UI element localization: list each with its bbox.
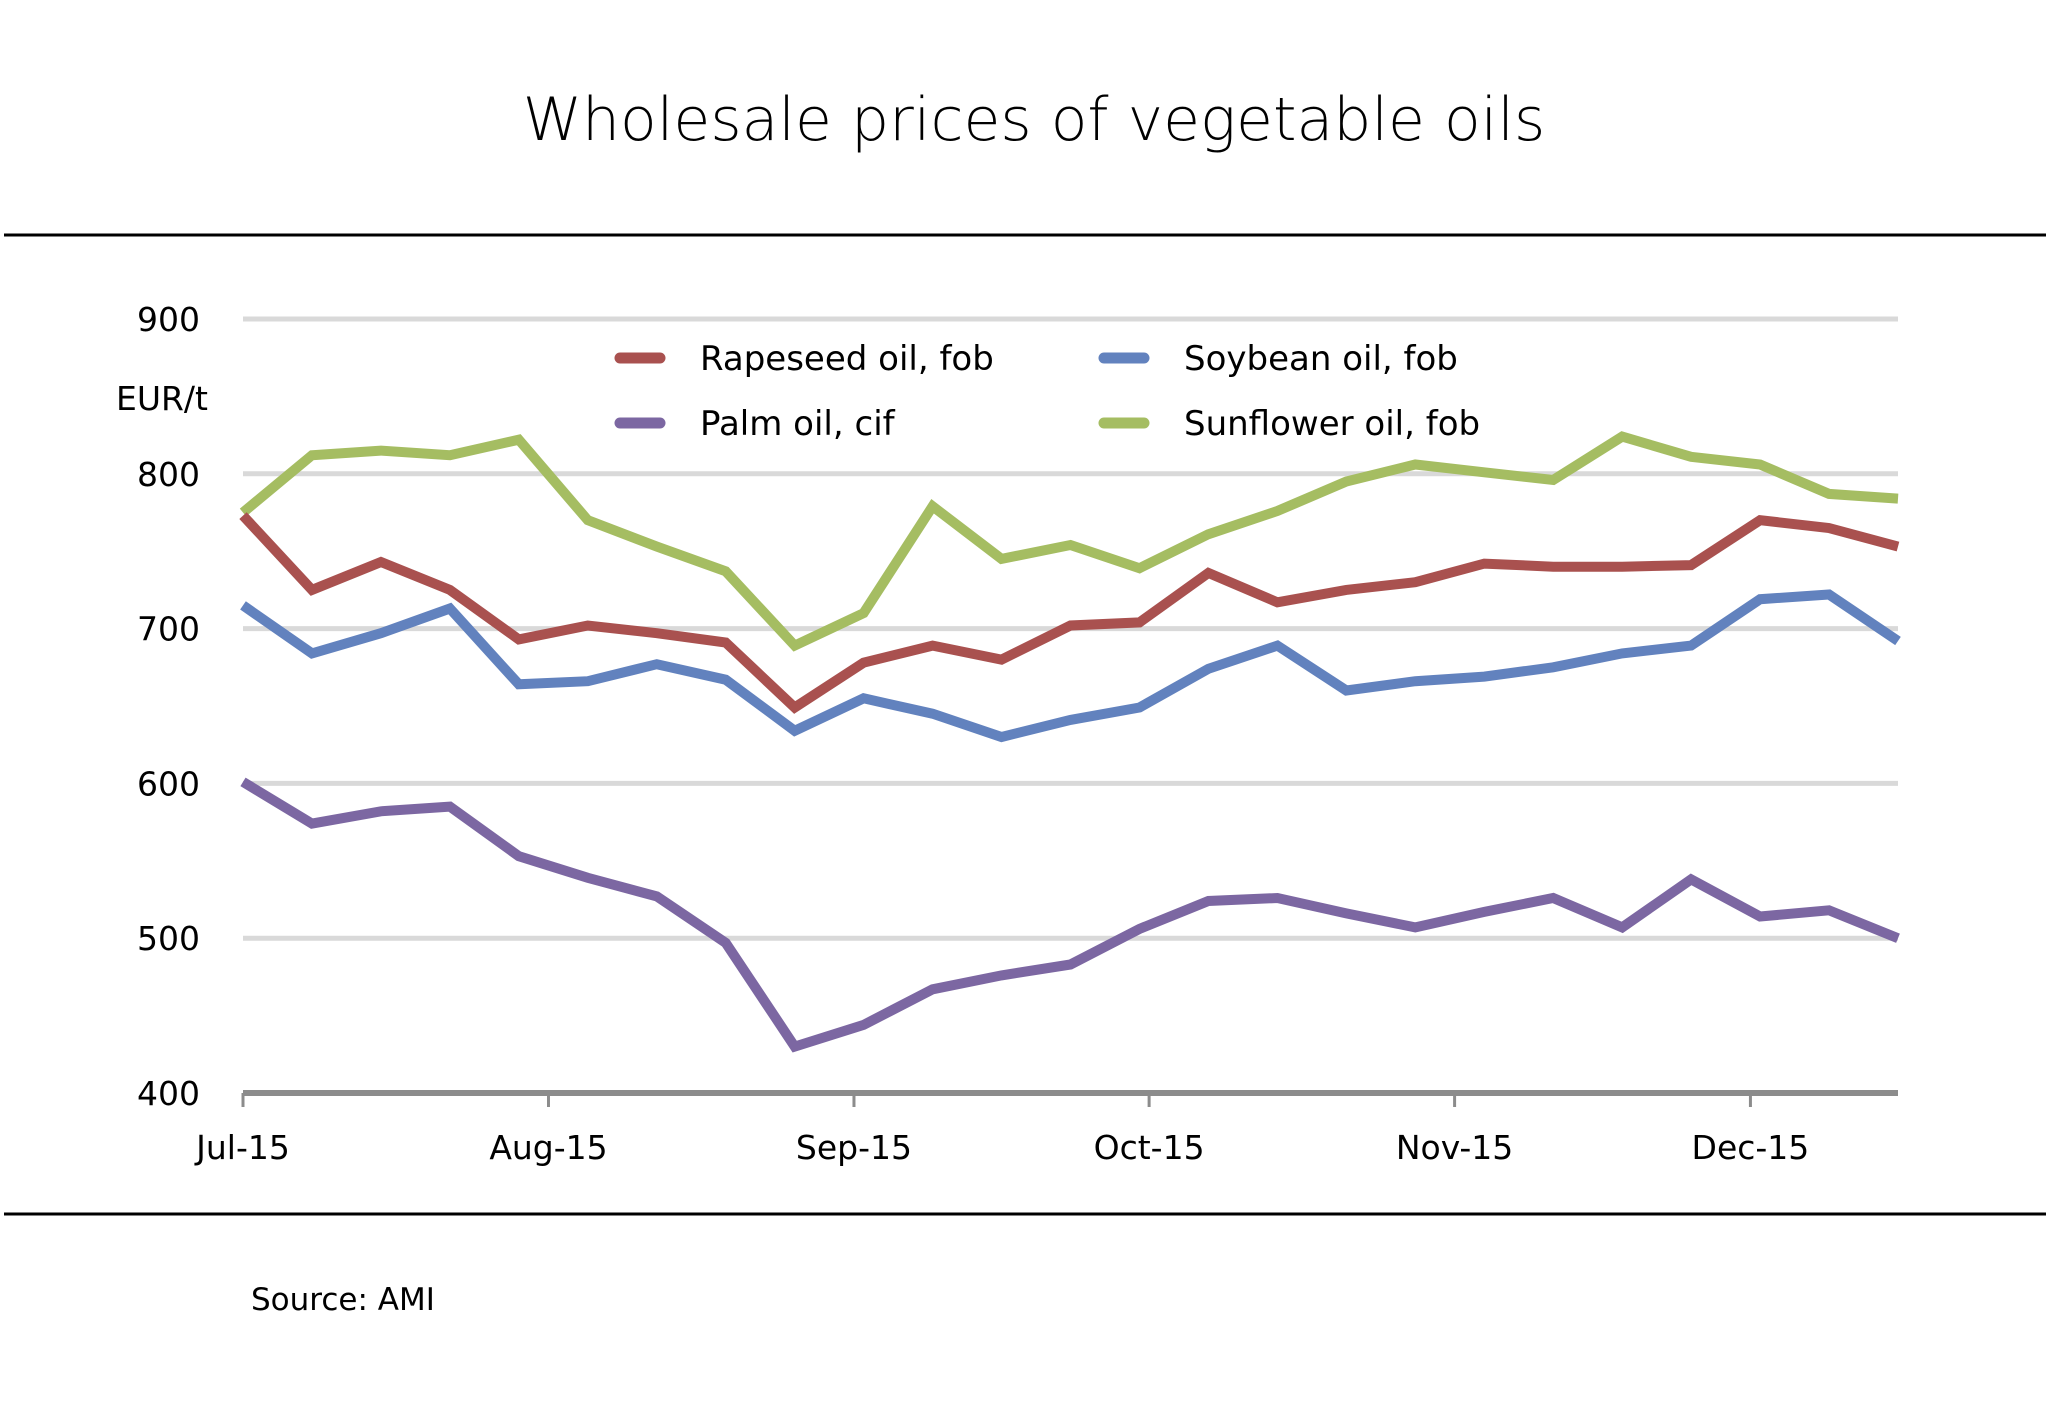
legend-label: Sunflower oil, fob [1184,404,1480,444]
y-tick-label: 700 [137,610,200,649]
chart-title: Wholesale prices of vegetable oils [523,85,1546,155]
x-tick-label: Nov-15 [1396,1128,1513,1167]
series-line-sunflower-oil-fob [239,431,1899,652]
y-tick-label: 800 [137,455,200,494]
x-axis: Jul-15 Aug-15 Sep-15 Oct-15 Nov-15 Dec-15 [194,1090,1898,1167]
series-line-soybean-oil-fob [240,589,1901,743]
x-tick-label: Dec-15 [1692,1128,1810,1167]
y-tick-label: 900 [137,300,200,339]
series-lines [239,431,1901,1053]
legend-label: Soybean oil, fob [1184,339,1458,379]
series-line-palm-oil-cif [240,777,1900,1053]
y-tick-label: 600 [137,764,200,803]
source-note: Source: AMI [251,1282,435,1318]
x-tick-label: Aug-15 [489,1128,607,1167]
x-tick-label: Jul-15 [194,1128,290,1167]
x-tick-label: Sep-15 [796,1128,912,1167]
series-line-rapeseed-oil-fob [239,512,1900,714]
legend-label: Palm oil, cif [700,404,896,444]
y-tick-label: 400 [137,1074,200,1113]
y-axis-label: EUR/t [116,379,208,418]
y-tick-label: 500 [137,919,200,958]
legend: Rapeseed oil, fob Soybean oil, fob Palm oi… [614,339,1480,444]
y-axis-tick-labels: 400 500 600 700 800 900 [137,300,200,1113]
x-tick-label: Oct-15 [1094,1128,1205,1167]
legend-label: Rapeseed oil, fob [700,339,994,379]
